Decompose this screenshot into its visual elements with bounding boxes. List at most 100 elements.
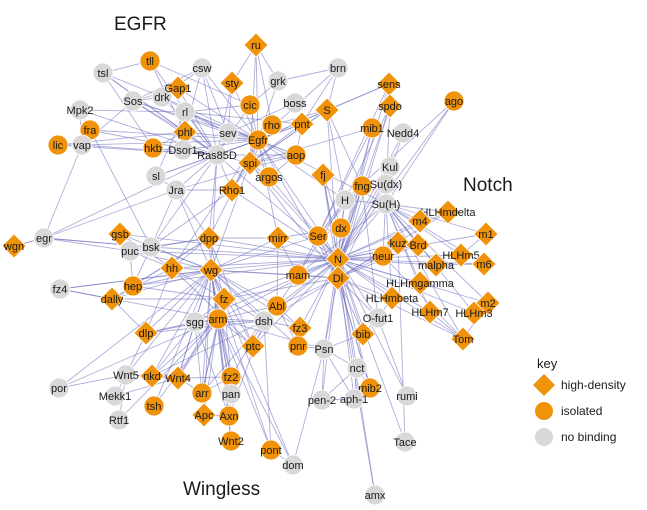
isolated-circle — [359, 377, 381, 399]
node-brd: Brd — [405, 232, 431, 258]
node-mirr: mirr — [265, 225, 291, 251]
node-hlhmdelta: HLHmdelta — [420, 199, 476, 225]
isolated-circle — [258, 166, 280, 188]
no-binding-circle — [364, 484, 386, 506]
no-binding-circle — [119, 240, 141, 262]
node-vap: vap — [71, 134, 93, 156]
node-dx: dx — [330, 217, 352, 239]
no-binding-circle — [311, 389, 333, 411]
node-label: hh — [166, 263, 178, 275]
node-pont: pont — [260, 439, 282, 461]
node-label: sl — [152, 171, 160, 183]
node-dally: dally — [99, 286, 125, 312]
node-label: tll — [146, 56, 154, 68]
network-edge — [43, 144, 83, 239]
no-binding-circle — [284, 92, 306, 114]
high-density-diamond — [407, 270, 433, 296]
network-edge — [145, 320, 265, 334]
node-hep: hep — [122, 275, 144, 297]
node-fz2: fz2 — [220, 366, 242, 388]
node-argos: argos — [255, 166, 283, 188]
node-tsl: tsl — [92, 62, 114, 84]
network-edge — [175, 154, 297, 191]
network-edge — [145, 269, 212, 334]
isolated-circle — [443, 90, 465, 112]
node-label: nkd — [143, 371, 161, 383]
node-malpha: malpha — [418, 252, 455, 278]
node-label: pont — [260, 445, 281, 457]
node-label: dally — [101, 294, 124, 306]
node-label: csw — [193, 63, 212, 75]
high-density-diamond — [99, 286, 125, 312]
node-label: arr — [195, 388, 209, 400]
no-binding-circle — [104, 385, 126, 407]
isolated-circle — [122, 275, 144, 297]
high-density-diamond — [133, 320, 159, 346]
node-egr: egr — [33, 227, 55, 249]
node-puc: puc — [119, 240, 141, 262]
node-label: Mpk2 — [67, 105, 94, 117]
network-edge — [171, 267, 225, 300]
high-density-diamond — [165, 365, 191, 391]
node-bsk: bsk — [140, 236, 162, 258]
network-edge — [257, 139, 279, 239]
node-label: grk — [270, 76, 286, 88]
network-edge — [276, 277, 339, 307]
node-nkd: nkd — [139, 363, 165, 389]
legend-label-no-binding: no binding — [561, 430, 616, 444]
node-s: S — [314, 97, 340, 123]
no-binding-circle — [253, 310, 275, 332]
high-density-diamond — [107, 221, 133, 247]
node-dsh: dsh — [253, 310, 275, 332]
node-wg: wg — [198, 257, 224, 283]
network-edge — [223, 277, 339, 300]
network-edge — [385, 203, 487, 235]
no-binding-circle — [71, 134, 93, 156]
network-edge — [217, 318, 294, 466]
node-label: Su(dx) — [370, 179, 402, 191]
node-bib: bib — [350, 321, 376, 347]
isolated-circle — [220, 430, 242, 452]
network-edge — [255, 44, 273, 126]
node-label: Tom — [453, 334, 474, 346]
node-h: H — [334, 189, 356, 211]
network-edge — [337, 220, 421, 260]
network-edge — [145, 267, 173, 334]
network-edge — [301, 67, 339, 125]
legend-title: key — [537, 356, 558, 371]
isolated-circle — [287, 264, 309, 286]
node-hlhm7: HLHm7 — [411, 299, 449, 325]
no-binding-circle — [172, 139, 194, 161]
high-density-diamond — [240, 333, 266, 359]
node-label: bib — [356, 329, 371, 341]
network-edge — [210, 269, 299, 347]
network-edge — [385, 100, 455, 205]
network-edge — [201, 320, 265, 394]
node-label: Mekk1 — [99, 391, 131, 403]
node-lic: lic — [47, 134, 69, 156]
network-edge — [322, 174, 339, 260]
node-dpp: dpp — [196, 225, 222, 251]
node-label: Su(H) — [372, 199, 401, 211]
node-psn: Psn — [313, 338, 335, 360]
high-density-diamond — [417, 299, 443, 325]
network-edge — [249, 109, 328, 164]
node-mpk2: Mpk2 — [67, 99, 94, 121]
network-edge — [201, 67, 229, 134]
network-edge — [397, 242, 406, 443]
node-label: Nedd4 — [387, 128, 419, 140]
node-rtf1: Rtf1 — [108, 409, 130, 431]
node-hh: hh — [159, 255, 185, 281]
node-label: por — [51, 383, 67, 395]
high-density-diamond — [450, 326, 476, 352]
network-edge — [361, 185, 379, 319]
high-density-diamond — [265, 225, 291, 251]
network-edge — [43, 189, 177, 239]
node-pen-2: pen-2 — [308, 389, 336, 411]
network-edge — [292, 348, 325, 466]
node-label: Psn — [315, 344, 334, 356]
node-hlhm3: HLHm3 — [455, 300, 493, 326]
network-edge — [210, 258, 339, 271]
node-wnt2: Wnt2 — [218, 430, 244, 452]
network-edge — [171, 258, 339, 269]
